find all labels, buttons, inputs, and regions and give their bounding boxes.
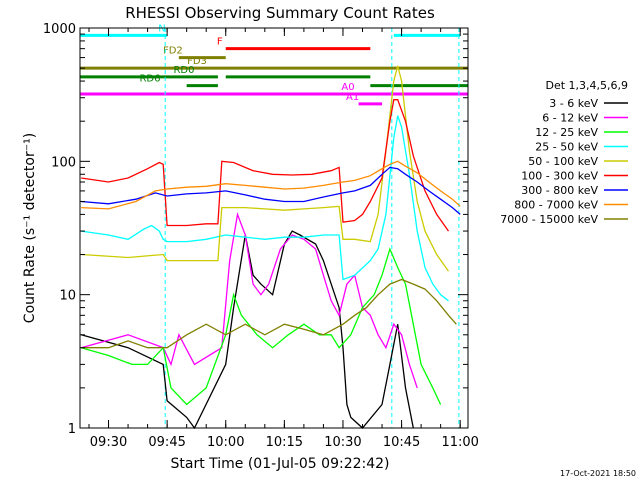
x-axis-title: Start Time (01-Jul-05 09:22:42) [170, 456, 389, 472]
flag-label-n: N [158, 23, 165, 34]
legend-label: 50 - 100 keV [528, 155, 598, 168]
x-tick-label: 10:15 [266, 435, 303, 450]
x-tick-label: 11:00 [441, 435, 478, 450]
series-line-3 [81, 247, 442, 406]
flag-label-f: F [217, 37, 223, 48]
legend-label: 6 - 12 keV [542, 112, 598, 125]
y-tick-label: 1000 [43, 22, 76, 37]
series-lines [81, 65, 461, 430]
flag-label-rd6: RD6 [139, 74, 160, 85]
y-axis-ticks: 1 10 100 1000 [43, 22, 468, 437]
series-line-1 [81, 230, 414, 430]
series-line-7 [81, 166, 461, 215]
plot-frame [79, 27, 469, 429]
x-tick-label: 10:45 [383, 435, 420, 450]
flag-label-fd2: FD2 [163, 46, 183, 57]
date-stamp: 17-Oct-2021 18:50 [560, 469, 636, 478]
legend-label: 25 - 50 keV [535, 141, 598, 154]
y-tick-label: 100 [51, 155, 76, 170]
flag-label-rd0: RD0 [173, 65, 194, 76]
series-line-9 [81, 278, 457, 349]
x-axis-ticks: 09:30 09:45 10:00 10:15 10:30 10:45 11:00 [88, 28, 479, 450]
series-line-4 [81, 115, 449, 302]
y-tick-label: 10 [59, 289, 76, 304]
chart-title: RHESSI Observing Summary Count Rates [125, 4, 435, 22]
legend-label: 800 - 7000 keV [514, 199, 598, 212]
flag-label-fd3: FD3 [187, 56, 207, 67]
series-line-2 [81, 211, 418, 389]
y-tick-label: 1 [68, 422, 76, 437]
legend-label: 7000 - 15000 keV [500, 213, 598, 226]
y-axis-title: Count Rate (s⁻¹ detector⁻¹) [22, 133, 38, 323]
x-tick-label: 10:00 [207, 435, 244, 450]
x-tick-label: 09:45 [148, 435, 185, 450]
legend-title: Det 1,3,4,5,6,9 [545, 79, 628, 92]
legend-label: 100 - 300 keV [521, 170, 598, 183]
x-tick-label: 09:30 [90, 435, 127, 450]
flag-label-a0: A0 [341, 82, 354, 93]
legend-label: 12 - 25 keV [535, 126, 598, 139]
x-tick-label: 10:30 [324, 435, 361, 450]
time-markers [164, 28, 460, 428]
legend-label: 300 - 800 keV [521, 184, 598, 197]
series-line-8 [81, 160, 461, 210]
flag-label-a1: A1 [346, 92, 359, 103]
legend-label: 3 - 6 keV [549, 97, 598, 110]
series-line-6 [81, 99, 450, 232]
